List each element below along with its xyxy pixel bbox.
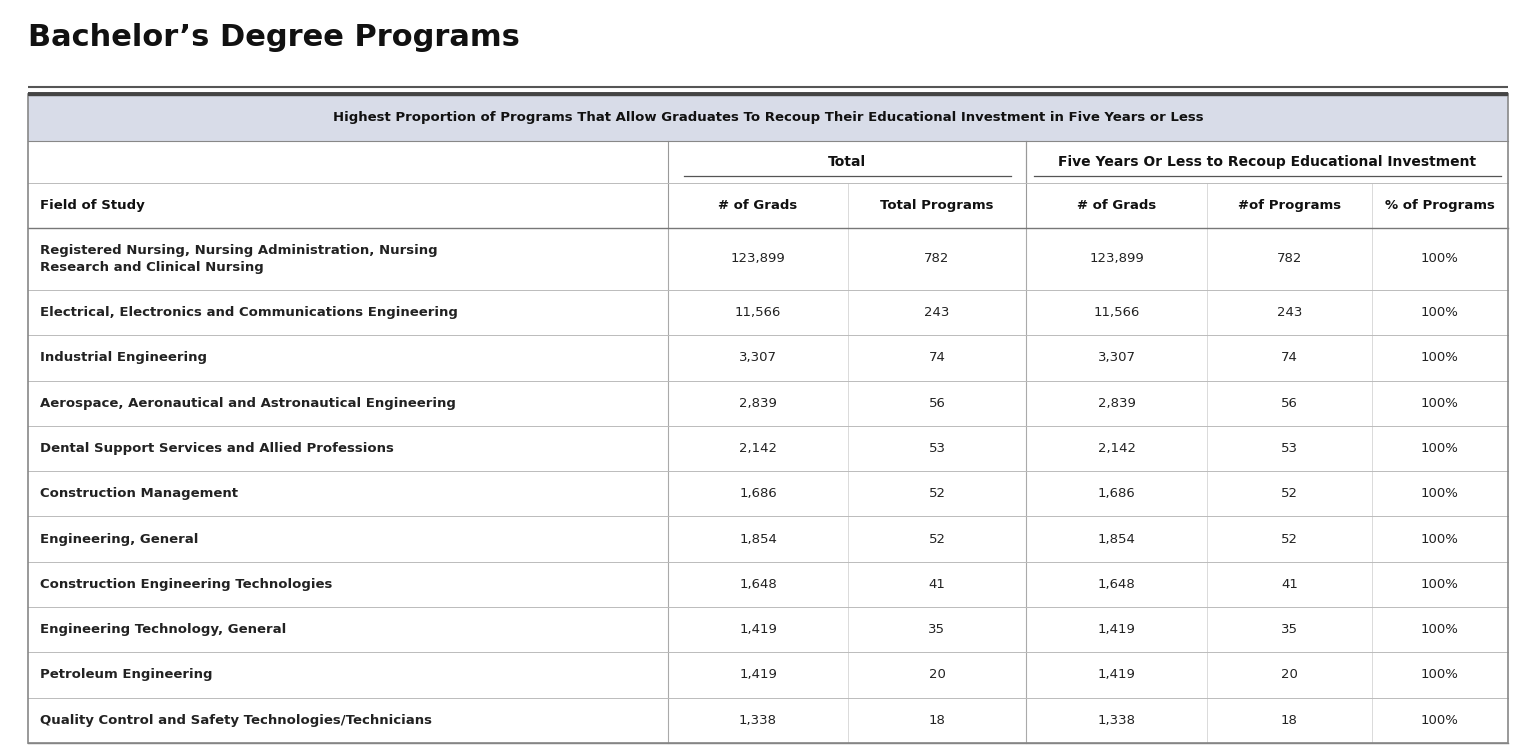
Text: 18: 18: [1281, 713, 1298, 727]
Text: 11,566: 11,566: [1094, 306, 1140, 319]
Text: 52: 52: [928, 487, 946, 501]
Bar: [28, 471, 1508, 516]
Text: #of Programs: #of Programs: [1238, 199, 1341, 212]
Text: Industrial Engineering: Industrial Engineering: [40, 351, 207, 365]
Bar: [28, 516, 1508, 562]
Text: 100%: 100%: [1421, 351, 1459, 365]
Text: 1,338: 1,338: [739, 713, 777, 727]
Text: Petroleum Engineering: Petroleum Engineering: [40, 668, 212, 682]
Text: 52: 52: [1281, 487, 1298, 501]
Text: 56: 56: [929, 396, 945, 410]
Text: 1,648: 1,648: [1098, 578, 1135, 591]
Bar: [28, 290, 1508, 335]
Text: 1,419: 1,419: [739, 668, 777, 682]
Text: # of Grads: # of Grads: [1077, 199, 1157, 212]
Text: Total: Total: [828, 155, 866, 169]
Text: 2,839: 2,839: [1098, 396, 1135, 410]
Text: 1,854: 1,854: [1098, 532, 1135, 546]
Text: 1,338: 1,338: [1098, 713, 1135, 727]
Text: 74: 74: [1281, 351, 1298, 365]
Text: 3,307: 3,307: [739, 351, 777, 365]
Text: 782: 782: [1276, 252, 1303, 266]
Text: 1,854: 1,854: [739, 532, 777, 546]
Text: 35: 35: [928, 623, 946, 636]
Text: 100%: 100%: [1421, 668, 1459, 682]
Text: 100%: 100%: [1421, 532, 1459, 546]
Text: 100%: 100%: [1421, 306, 1459, 319]
Text: Highest Proportion of Programs That Allow Graduates To Recoup Their Educational : Highest Proportion of Programs That Allo…: [333, 111, 1203, 125]
Bar: [28, 183, 1508, 228]
Text: 20: 20: [929, 668, 945, 682]
Text: 53: 53: [928, 442, 946, 455]
Text: 11,566: 11,566: [734, 306, 782, 319]
Text: Aerospace, Aeronautical and Astronautical Engineering: Aerospace, Aeronautical and Astronautica…: [40, 396, 456, 410]
Bar: [28, 94, 1508, 141]
Text: 2,142: 2,142: [1098, 442, 1135, 455]
Text: 782: 782: [925, 252, 949, 266]
Text: 1,419: 1,419: [1098, 668, 1135, 682]
Text: 100%: 100%: [1421, 252, 1459, 266]
Text: 1,419: 1,419: [1098, 623, 1135, 636]
Bar: [28, 562, 1508, 607]
Text: 100%: 100%: [1421, 487, 1459, 501]
Bar: [28, 141, 1508, 183]
Text: 100%: 100%: [1421, 396, 1459, 410]
Bar: [28, 94, 1508, 743]
Text: 100%: 100%: [1421, 442, 1459, 455]
Text: 100%: 100%: [1421, 713, 1459, 727]
Text: Bachelor’s Degree Programs: Bachelor’s Degree Programs: [28, 23, 519, 51]
Text: # of Grads: # of Grads: [719, 199, 797, 212]
Text: 1,648: 1,648: [739, 578, 777, 591]
Text: 1,686: 1,686: [1098, 487, 1135, 501]
Text: 20: 20: [1281, 668, 1298, 682]
Text: 2,839: 2,839: [739, 396, 777, 410]
Text: Five Years Or Less to Recoup Educational Investment: Five Years Or Less to Recoup Educational…: [1058, 155, 1476, 169]
Text: 52: 52: [928, 532, 946, 546]
Bar: [28, 335, 1508, 381]
Bar: [28, 381, 1508, 426]
Text: 18: 18: [929, 713, 945, 727]
Text: Electrical, Electronics and Communications Engineering: Electrical, Electronics and Communicatio…: [40, 306, 458, 319]
Text: 1,686: 1,686: [739, 487, 777, 501]
Text: Quality Control and Safety Technologies/Technicians: Quality Control and Safety Technologies/…: [40, 713, 432, 727]
Text: 243: 243: [925, 306, 949, 319]
Text: 52: 52: [1281, 532, 1298, 546]
Text: 100%: 100%: [1421, 623, 1459, 636]
Text: 74: 74: [929, 351, 945, 365]
Text: Total Programs: Total Programs: [880, 199, 994, 212]
Bar: [28, 698, 1508, 743]
Bar: [28, 426, 1508, 471]
Text: 41: 41: [1281, 578, 1298, 591]
Text: Field of Study: Field of Study: [40, 199, 144, 212]
Text: Registered Nursing, Nursing Administration, Nursing
Research and Clinical Nursin: Registered Nursing, Nursing Administrati…: [40, 244, 438, 274]
Text: Dental Support Services and Allied Professions: Dental Support Services and Allied Profe…: [40, 442, 393, 455]
Text: % of Programs: % of Programs: [1385, 199, 1495, 212]
Text: 53: 53: [1281, 442, 1298, 455]
Bar: [28, 228, 1508, 290]
Text: 243: 243: [1276, 306, 1303, 319]
Text: 2,142: 2,142: [739, 442, 777, 455]
Text: 123,899: 123,899: [1089, 252, 1144, 266]
Text: 35: 35: [1281, 623, 1298, 636]
Text: 123,899: 123,899: [731, 252, 785, 266]
Text: 1,419: 1,419: [739, 623, 777, 636]
Text: 41: 41: [929, 578, 945, 591]
Text: Construction Engineering Technologies: Construction Engineering Technologies: [40, 578, 332, 591]
Bar: [28, 607, 1508, 652]
Bar: [28, 652, 1508, 698]
Text: 56: 56: [1281, 396, 1298, 410]
Text: 100%: 100%: [1421, 578, 1459, 591]
Text: Engineering, General: Engineering, General: [40, 532, 198, 546]
Text: 3,307: 3,307: [1098, 351, 1135, 365]
Text: Construction Management: Construction Management: [40, 487, 238, 501]
Text: Engineering Technology, General: Engineering Technology, General: [40, 623, 286, 636]
